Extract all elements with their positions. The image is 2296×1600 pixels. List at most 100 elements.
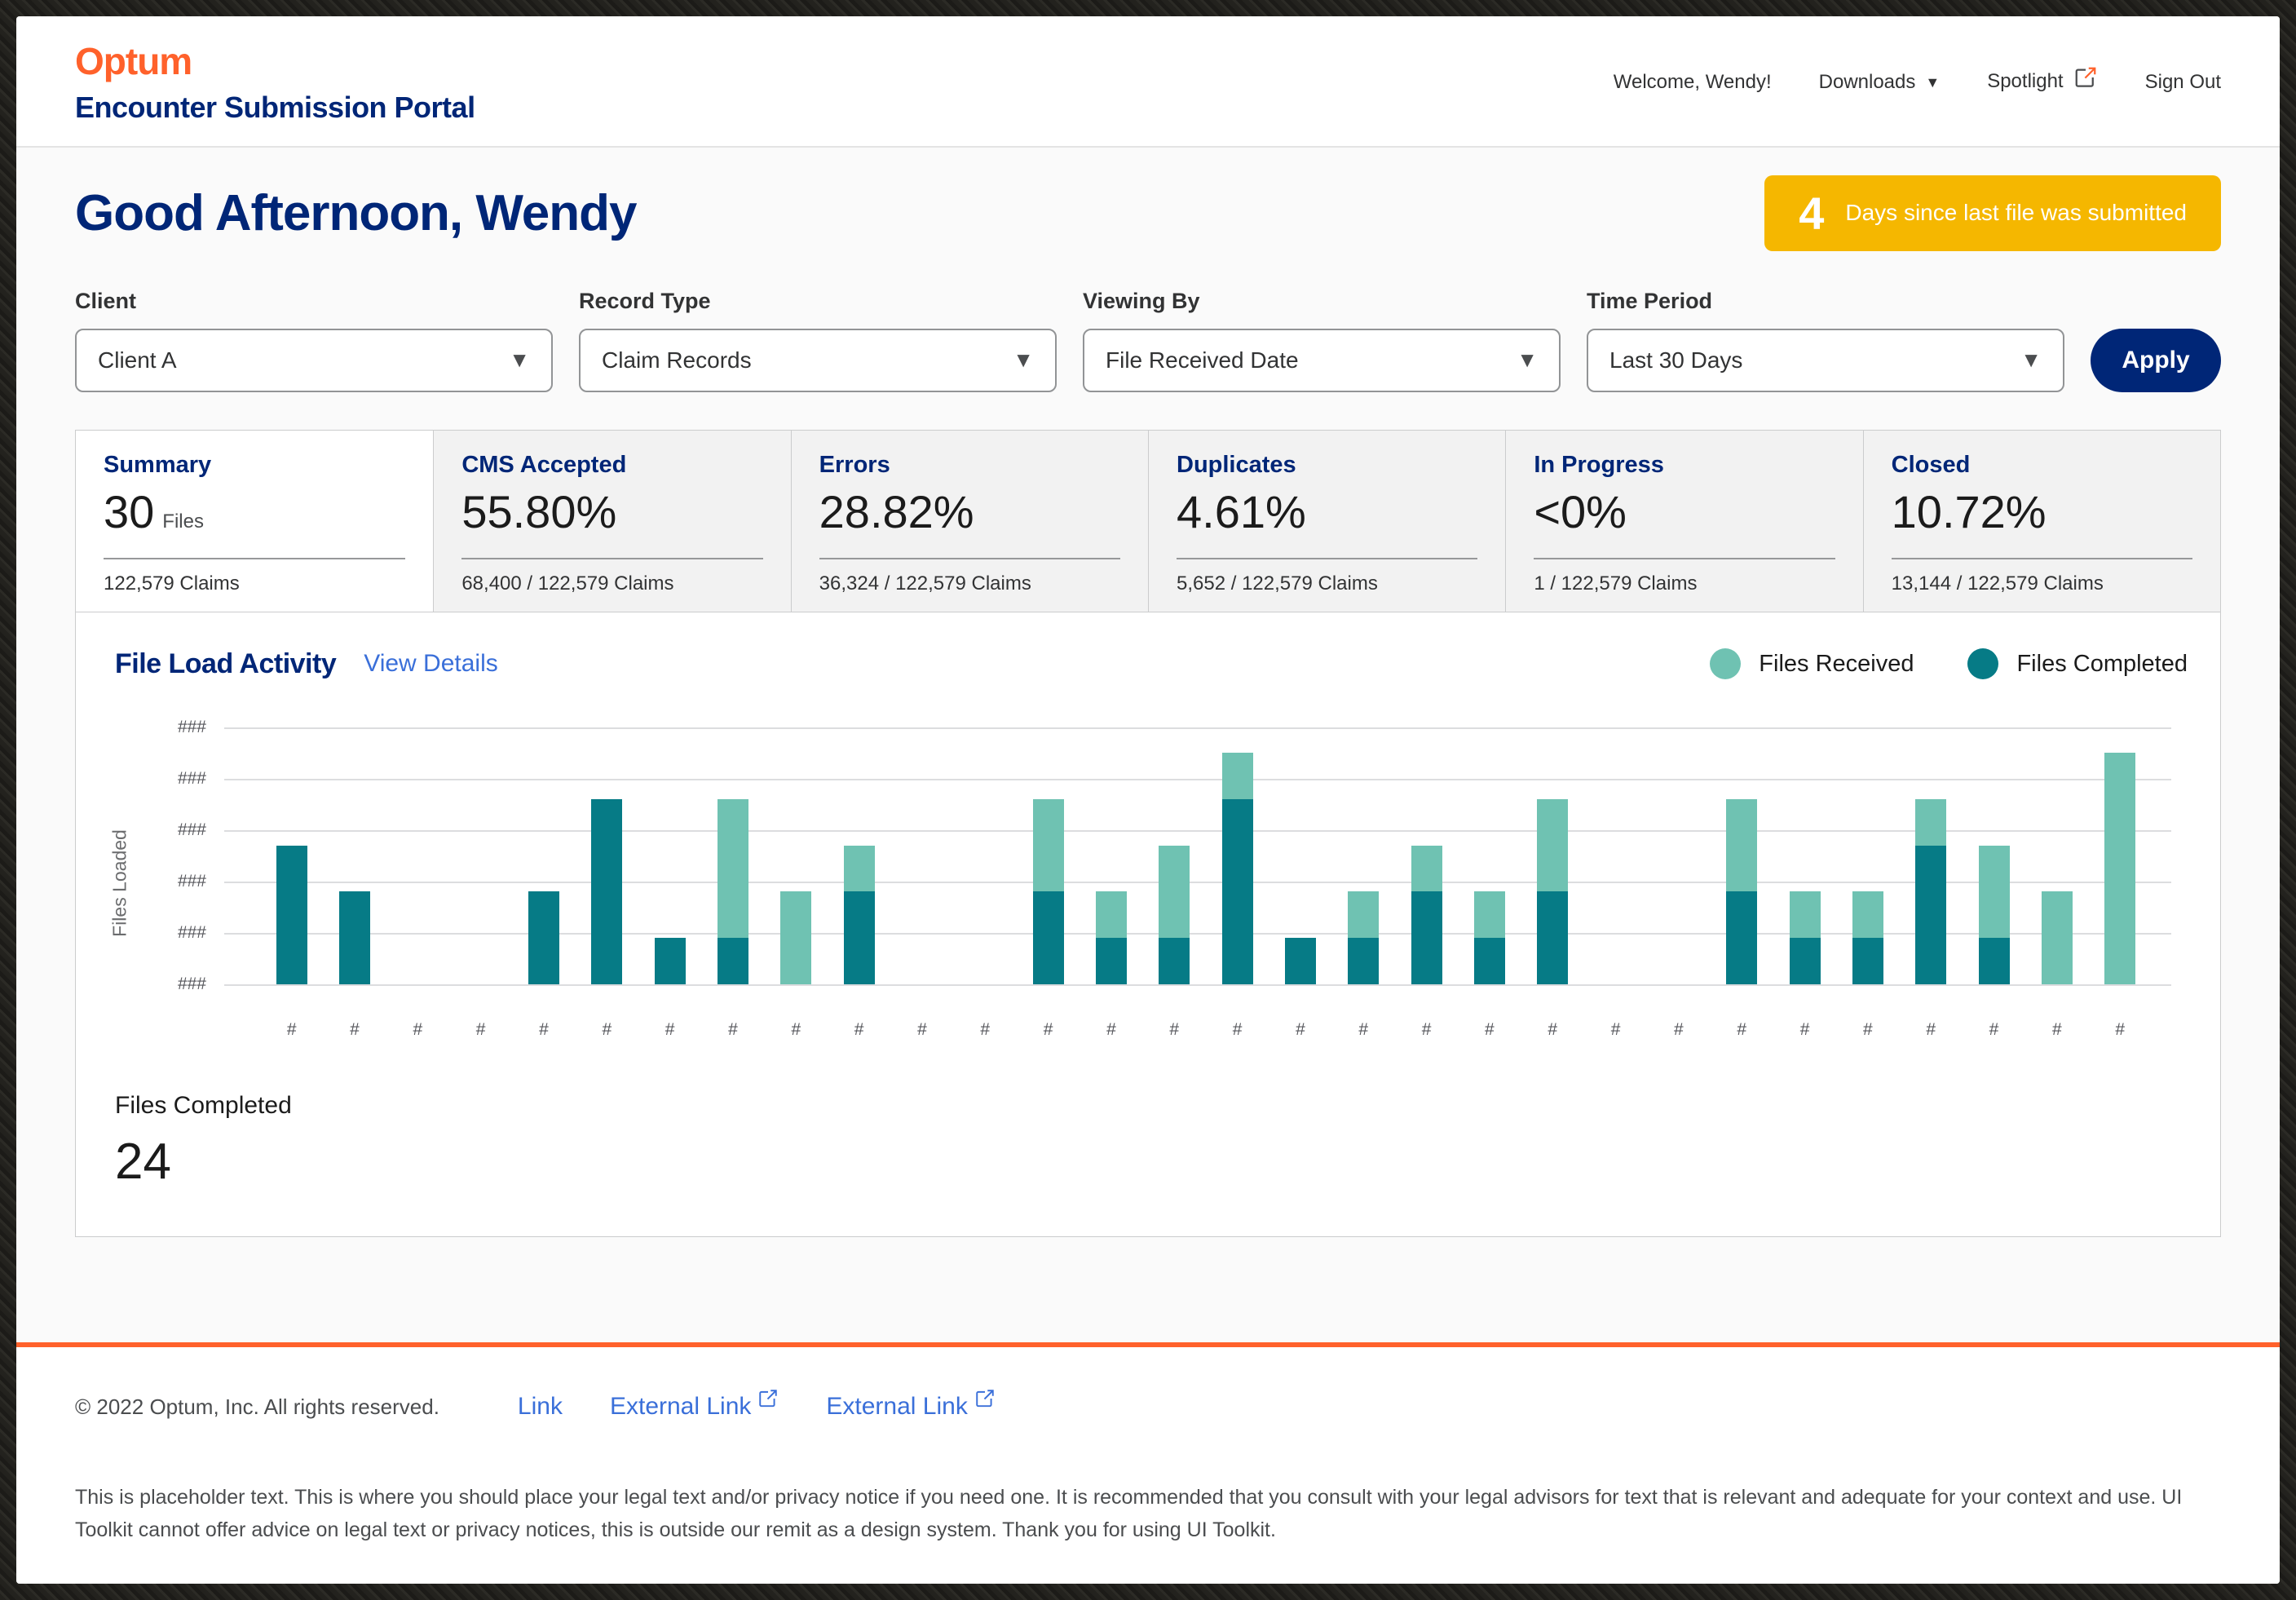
bar-segment-files-completed[interactable]	[717, 937, 748, 984]
bar-group-day-2	[323, 727, 386, 984]
stat-card-in-progress[interactable]: In Progress <0% 1 / 122,579 Claims	[1505, 430, 1863, 612]
stat-card-closed[interactable]: Closed 10.72% 13,144 / 122,579 Claims	[1862, 430, 2220, 612]
bar-group-day-14	[1080, 727, 1142, 984]
bar-stack[interactable]	[528, 891, 559, 984]
bar-segment-files-completed[interactable]	[1537, 891, 1569, 984]
bar-segment-files-completed[interactable]	[338, 891, 370, 984]
bar-segment-files-completed[interactable]	[1915, 845, 1947, 984]
stat-card-summary[interactable]: Summary 30 Files 122,579 Claims	[76, 430, 434, 612]
filters-row: Client Client A ▼ Record Type Claim Records ▼…	[75, 289, 2221, 392]
page: Optum Encounter Submission Portal Welcom…	[16, 16, 2280, 1584]
stat-card-duplicates[interactable]: Duplicates 4.61% 5,652 / 122,579 Claims	[1148, 430, 1506, 612]
stat-card-cms-accepted[interactable]: CMS Accepted 55.80% 68,400 / 122,579 Claim…	[433, 430, 791, 612]
bar-segment-files-completed[interactable]	[843, 891, 875, 984]
bar-stack[interactable]	[2041, 891, 2073, 984]
page-title: Good Afternoon, Wendy	[75, 184, 637, 241]
y-tick-label: ###	[177, 922, 206, 942]
bar-segment-files-completed[interactable]	[1473, 937, 1505, 984]
bar-group-day-22	[1584, 727, 1647, 984]
chevron-down-icon: ▼	[509, 347, 530, 373]
gridline	[224, 829, 2171, 832]
record-type-select[interactable]: Claim Records ▼	[579, 328, 1057, 392]
bar-segment-files-received[interactable]	[1032, 798, 1064, 892]
viewing-by-select[interactable]: File Received Date ▼	[1083, 328, 1561, 392]
bar-stack[interactable]	[1978, 845, 2010, 984]
external-link-3[interactable]: External Link	[826, 1390, 995, 1421]
bar-segment-files-received[interactable]	[1473, 891, 1505, 938]
bar-stack[interactable]	[654, 937, 686, 984]
bar-segment-files-completed[interactable]	[1032, 891, 1064, 984]
bar-group-day-25	[1773, 727, 1836, 984]
time-period-select[interactable]: Last 30 Days ▼	[1587, 328, 2064, 392]
bar-stack[interactable]	[1726, 798, 1758, 984]
bar-segment-files-received[interactable]	[780, 891, 812, 984]
bar-segment-files-received[interactable]	[1221, 753, 1253, 799]
bar-stack[interactable]	[1348, 891, 1380, 984]
stat-divider	[461, 557, 763, 559]
y-tick-label: ###	[177, 768, 206, 788]
bar-segment-files-completed[interactable]	[654, 937, 686, 984]
bar-segment-files-completed[interactable]	[1978, 937, 2010, 984]
bar-segment-files-completed[interactable]	[1221, 798, 1253, 984]
bar-segment-files-received[interactable]	[1348, 891, 1380, 938]
bar-segment-files-received[interactable]	[1915, 798, 1947, 846]
bar-segment-files-completed[interactable]	[1726, 891, 1758, 984]
stat-card-errors[interactable]: Errors 28.82% 36,324 / 122,579 Claims	[790, 430, 1148, 612]
bar-stack[interactable]	[717, 798, 748, 984]
bar-segment-files-received[interactable]	[1159, 845, 1190, 938]
bar-segment-files-completed[interactable]	[276, 845, 307, 984]
bar-stack[interactable]	[1284, 937, 1316, 984]
spotlight-link[interactable]: Spotlight	[1987, 67, 2097, 95]
bar-segment-files-completed[interactable]	[1159, 937, 1190, 984]
bar-segment-files-completed[interactable]	[1411, 891, 1442, 984]
bar-stack[interactable]	[591, 798, 623, 984]
bar-stack[interactable]	[276, 845, 307, 984]
bar-segment-files-received[interactable]	[1978, 845, 2010, 938]
bar-stack[interactable]	[1915, 798, 1947, 984]
bar-stack[interactable]	[2104, 753, 2136, 984]
apply-button[interactable]: Apply	[2091, 328, 2221, 392]
bar-stack[interactable]	[780, 891, 812, 984]
bar-segment-files-received[interactable]	[1852, 891, 1883, 938]
bar-stack[interactable]	[1411, 845, 1442, 984]
bar-segment-files-received[interactable]	[1537, 798, 1569, 892]
bar-segment-files-received[interactable]	[1095, 891, 1127, 938]
bar-segment-files-completed[interactable]	[1852, 937, 1883, 984]
greeting-row: Good Afternoon, Wendy 4 Days since last …	[75, 175, 2221, 251]
bar-segment-files-received[interactable]	[843, 845, 875, 892]
bar-segment-files-received[interactable]	[1411, 845, 1442, 892]
bar-stack[interactable]	[1852, 891, 1883, 984]
link-1[interactable]: Link	[517, 1393, 563, 1420]
bar-group-day-28	[1963, 727, 2025, 984]
gridline	[224, 727, 2171, 729]
bar-stack[interactable]	[1159, 845, 1190, 984]
bar-segment-files-completed[interactable]	[1095, 937, 1127, 984]
external-link-2[interactable]: External Link	[610, 1390, 779, 1421]
bar-segment-files-received[interactable]	[1726, 798, 1758, 892]
bar-stack[interactable]	[1221, 753, 1253, 984]
bar-stack[interactable]	[843, 845, 875, 984]
filter-label: Record Type	[579, 288, 711, 313]
bar-segment-files-received[interactable]	[717, 798, 748, 938]
view-details-link[interactable]: View Details	[364, 650, 498, 678]
bar-segment-files-completed[interactable]	[528, 891, 559, 984]
welcome-text: Welcome, Wendy!	[1613, 71, 1772, 94]
bar-stack[interactable]	[1473, 891, 1505, 984]
sign-out-button[interactable]: Sign Out	[2144, 71, 2221, 94]
bar-segment-files-received[interactable]	[2041, 891, 2073, 984]
bar-segment-files-completed[interactable]	[1284, 937, 1316, 984]
bar-segment-files-received[interactable]	[2104, 753, 2136, 984]
bar-stack[interactable]	[1789, 891, 1821, 984]
bar-stack[interactable]	[1032, 798, 1064, 984]
bar-stack[interactable]	[1095, 891, 1127, 984]
bar-stack[interactable]	[1537, 798, 1569, 984]
downloads-menu[interactable]: Downloads ▼	[1818, 71, 1941, 94]
legal-text: This is placeholder text. This is where …	[75, 1486, 2183, 1541]
bar-stack[interactable]	[338, 891, 370, 984]
bar-segment-files-completed[interactable]	[1789, 937, 1821, 984]
client-select[interactable]: Client A ▼	[75, 328, 553, 392]
bar-segment-files-completed[interactable]	[591, 798, 623, 984]
bar-segment-files-completed[interactable]	[1348, 937, 1380, 984]
brand-block: Optum Encounter Submission Portal	[75, 41, 475, 125]
bar-segment-files-received[interactable]	[1789, 891, 1821, 938]
